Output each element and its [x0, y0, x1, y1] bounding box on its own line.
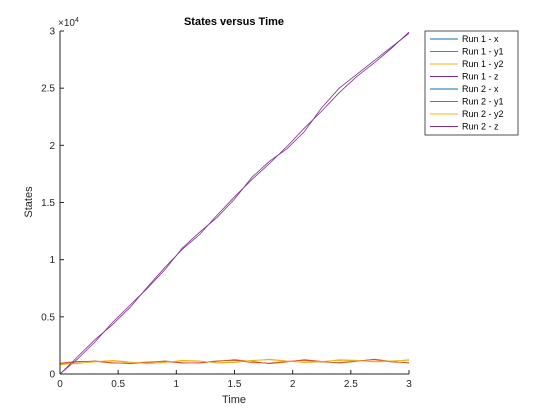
y-axis-label: States	[23, 186, 35, 218]
axis-exponent-label: ×104	[58, 17, 79, 29]
x-tick-label: 0.5	[111, 379, 125, 390]
chart-title: States versus Time	[184, 16, 284, 28]
legend-entry-label: Run 2 - y2	[462, 109, 504, 119]
x-axis-ticks: 0 0.5 1 1.5 2 2.5 3	[57, 370, 412, 390]
x-axis-label: Time	[222, 394, 246, 406]
series-line-7	[59, 359, 410, 365]
x-tick-label: 2	[290, 379, 296, 390]
legend-entry-label: Run 1 - y1	[462, 47, 504, 57]
y-axis-ticks: 0 0.5 1 1.5 2 2.5 3	[41, 27, 64, 381]
y-tick-label: 3	[49, 27, 55, 38]
x-tick-label: 2.5	[344, 379, 358, 390]
legend-entry-label: Run 1 - x	[462, 34, 499, 44]
x-tick-label: 0	[57, 379, 63, 390]
x-tick-label: 1	[174, 379, 180, 390]
legend-entry-label: Run 2 - x	[462, 84, 499, 94]
legend-box	[424, 30, 519, 136]
x-tick-label: 1.5	[228, 379, 242, 390]
series-line-6	[59, 359, 410, 364]
y-tick-label: 2	[49, 141, 55, 152]
legend-entry-label: Run 2 - z	[462, 122, 499, 132]
y-tick-label: 1.5	[41, 198, 55, 209]
legend-entry-label: Run 1 - z	[462, 72, 499, 82]
x-tick-label: 3	[406, 379, 412, 390]
y-tick-label: 1	[49, 255, 55, 266]
series-line-8	[59, 31, 410, 375]
y-tick-label: 0.5	[41, 312, 55, 323]
y-tick-label: 0	[49, 370, 55, 381]
legend-entry-label: Run 2 - y1	[462, 97, 504, 107]
legend-entry-label: Run 1 - y2	[462, 59, 504, 69]
series-line-3	[59, 358, 410, 366]
y-tick-label: 2.5	[41, 84, 55, 95]
legend: Run 1 - x Run 1 - y1 Run 1 - y2 Run 1 - z Ru…	[424, 30, 519, 136]
series-line-4	[59, 32, 410, 375]
